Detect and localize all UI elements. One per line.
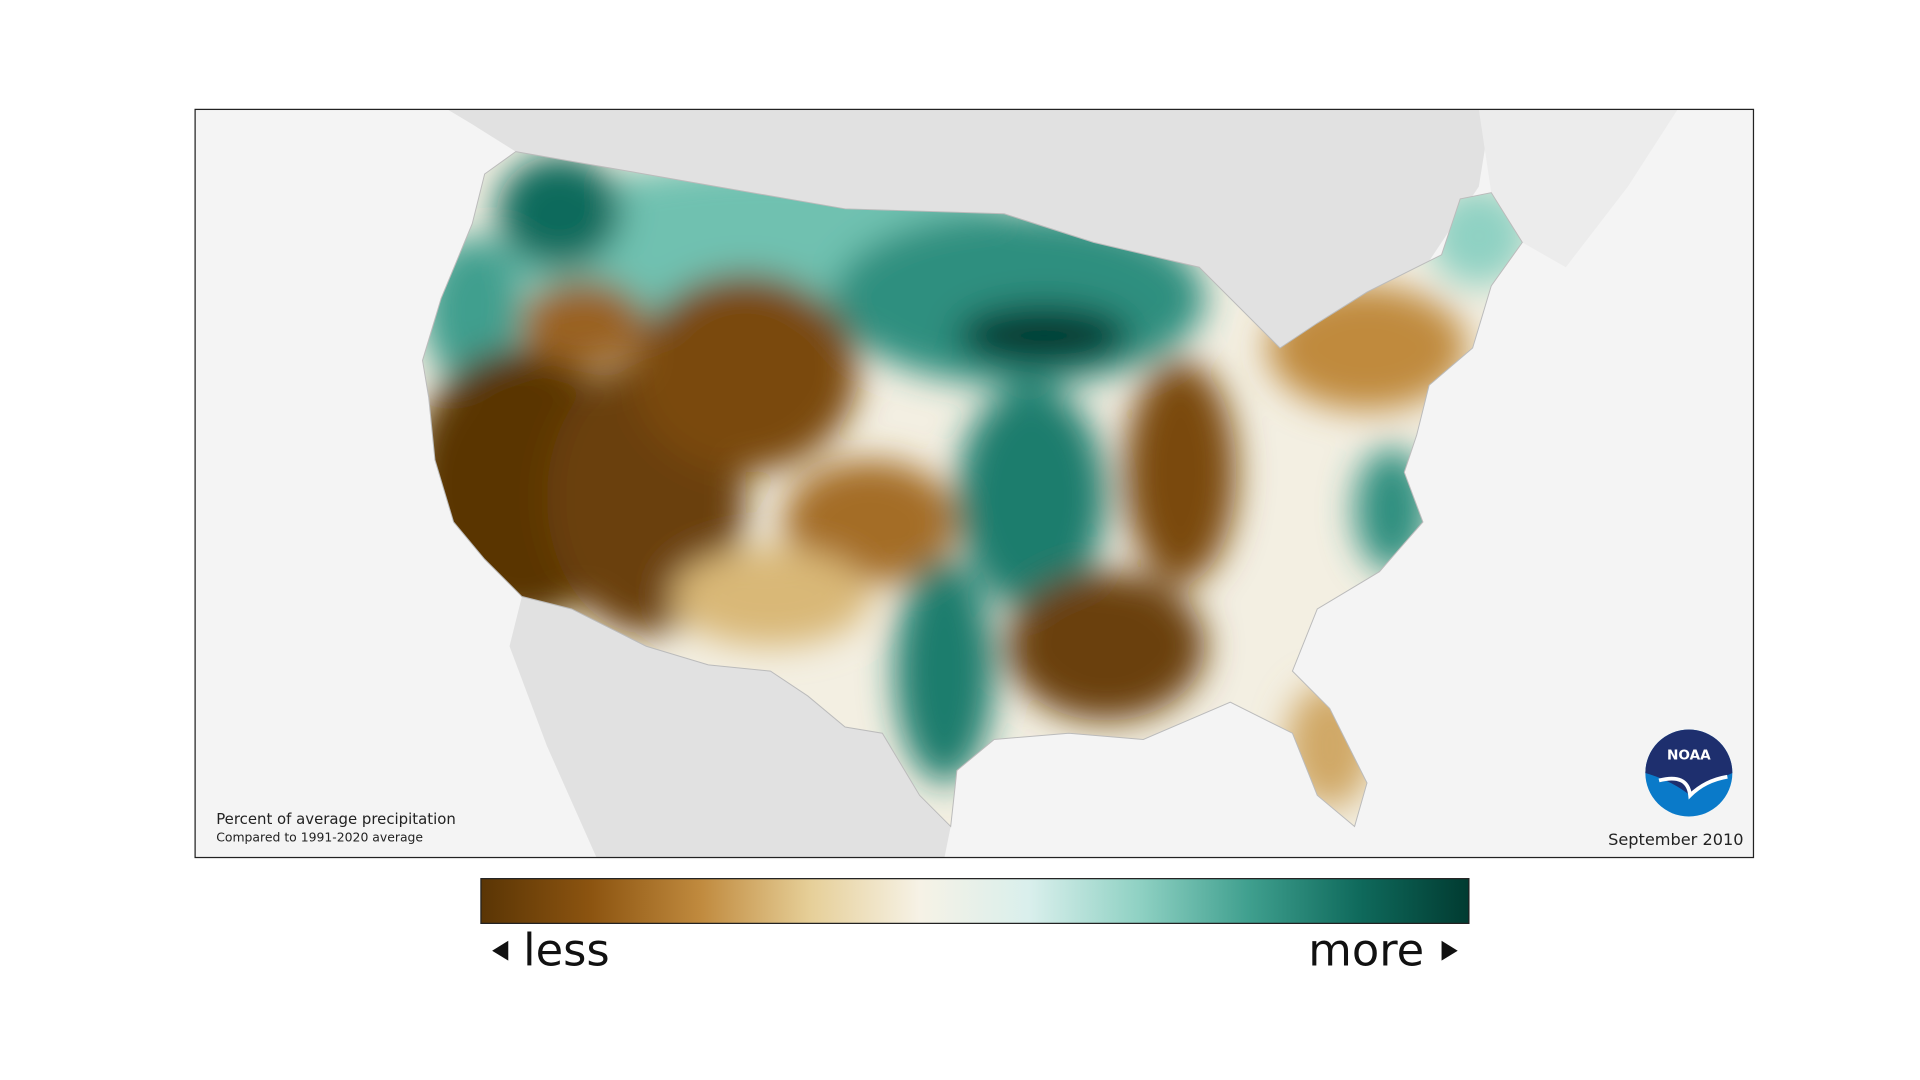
more-arrow	[1441, 940, 1458, 961]
less-arrow	[492, 940, 509, 961]
caption-subtitle: Compared to 1991-2020 average	[216, 829, 423, 844]
land-context	[447, 109, 1678, 858]
caption-title: Percent of average precipitation	[216, 810, 456, 828]
map-date: September 2010	[1608, 830, 1743, 849]
logo-text: NOAA	[1667, 747, 1711, 763]
map-frame	[194, 108, 1755, 859]
legend-less: less	[523, 924, 610, 977]
noaa-logo: NOAA	[1645, 729, 1733, 817]
legend-more: more	[1308, 924, 1424, 977]
legend-bar	[480, 878, 1470, 924]
